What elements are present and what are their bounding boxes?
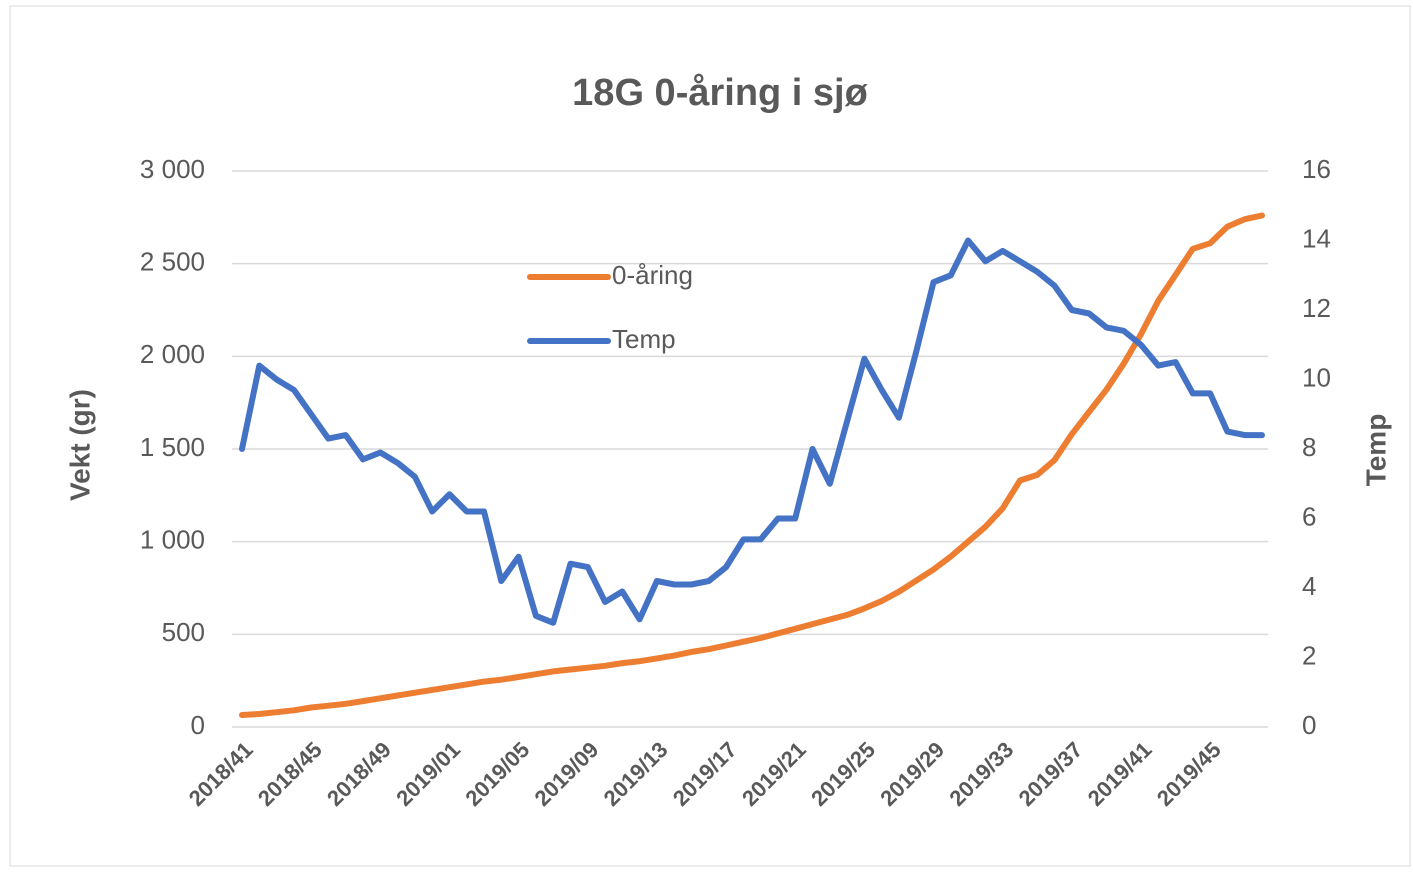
y-tick-label: 2 000 — [140, 339, 205, 369]
legend-label: 0-åring — [612, 260, 693, 290]
y2-tick-label: 6 — [1302, 501, 1316, 531]
line-series — [239, 212, 1265, 718]
y2-tick-label: 12 — [1302, 293, 1331, 323]
y-tick-label: 0 — [191, 710, 205, 740]
y2-axis-title: Temp — [1360, 414, 1391, 487]
y2-tick-label: 4 — [1302, 571, 1316, 601]
chart-frame — [9, 5, 1411, 867]
line-series — [239, 237, 1265, 626]
y2-tick-label: 2 — [1302, 640, 1316, 670]
y2-tick-label: 8 — [1302, 432, 1316, 462]
y2-tick-label: 14 — [1302, 223, 1331, 253]
y2-tick-label: 16 — [1302, 154, 1331, 184]
y-tick-label: 3 000 — [140, 154, 205, 184]
legend-label: Temp — [612, 324, 676, 354]
y-tick-label: 500 — [162, 617, 205, 647]
y2-tick-label: 0 — [1302, 710, 1316, 740]
y-axis-title: Vekt (gr) — [64, 389, 95, 501]
y2-tick-label: 10 — [1302, 362, 1331, 392]
chart-title: 18G 0-åring i sjø — [572, 72, 868, 114]
y-tick-label: 1 000 — [140, 525, 205, 555]
y-tick-label: 2 500 — [140, 247, 205, 277]
y-tick-label: 1 500 — [140, 432, 205, 462]
